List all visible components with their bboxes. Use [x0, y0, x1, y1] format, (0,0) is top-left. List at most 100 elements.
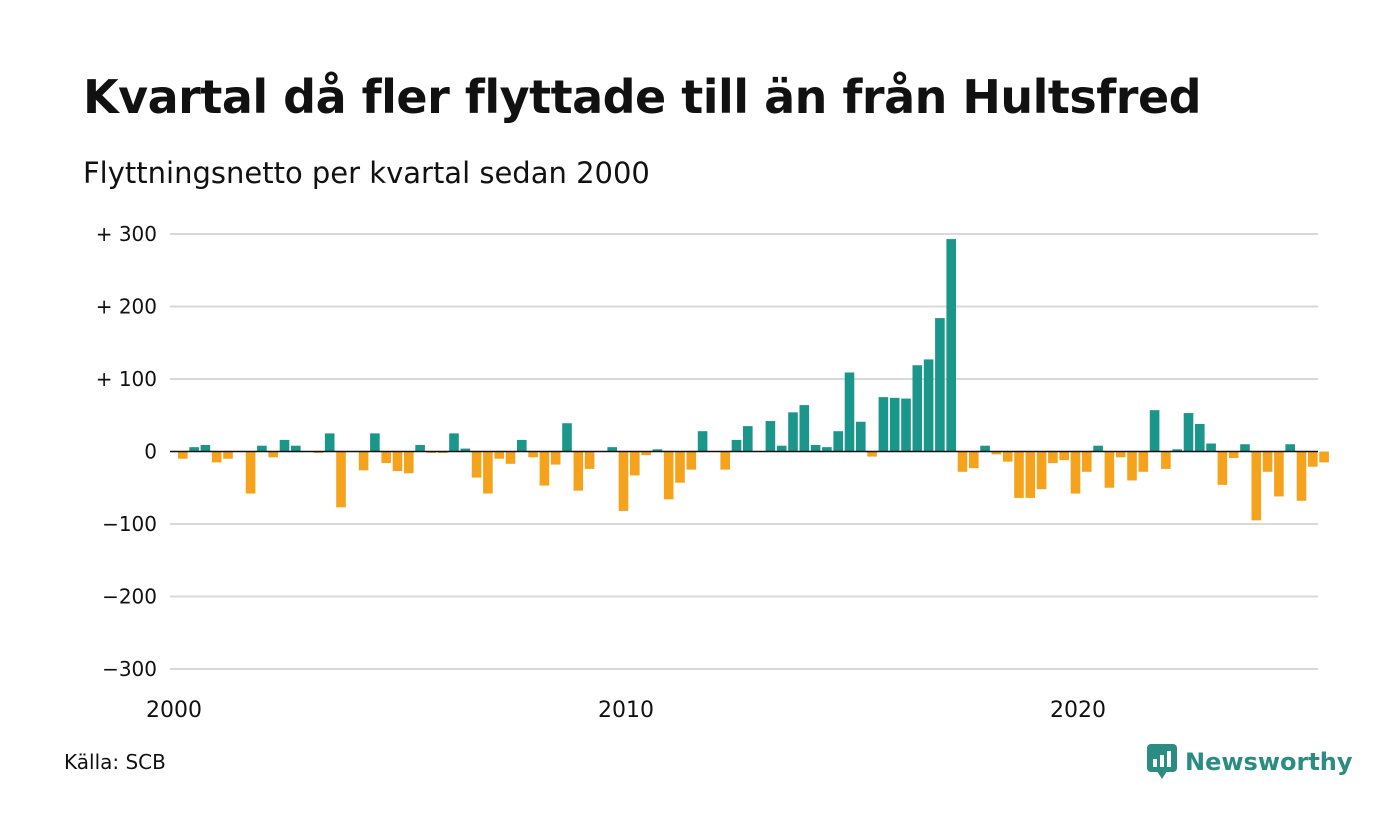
bar-q9: [268, 451, 278, 458]
y-tick-label: + 200: [96, 295, 157, 319]
y-tick-label: + 300: [96, 222, 157, 246]
bar-q32: [528, 451, 538, 458]
x-tick-label: 2000: [146, 698, 202, 723]
bar-q56: [799, 405, 810, 452]
brand-name: Newsworthy: [1185, 748, 1353, 776]
bar-q8: [257, 445, 267, 452]
bar-q50: [731, 439, 742, 452]
bar-q91: [1195, 423, 1205, 452]
bar-q99: [1285, 444, 1295, 452]
bar-q3: [200, 444, 211, 452]
bars: [178, 239, 1329, 521]
bar-q29: [494, 451, 504, 459]
bar-q4: [211, 451, 222, 463]
bar-q37: [584, 451, 595, 469]
gridlines: [170, 233, 1318, 670]
bar-q82: [1093, 445, 1103, 452]
bar-q55: [788, 412, 798, 452]
y-tick-label: −200: [102, 585, 157, 609]
bar-q36: [573, 451, 584, 491]
bar-q1: [178, 451, 188, 459]
bar-q31: [517, 439, 527, 452]
bar-q63: [878, 397, 889, 452]
bar-q92: [1206, 443, 1216, 452]
bar-q90: [1183, 413, 1194, 452]
bar-q76: [1025, 451, 1036, 498]
bar-q49: [720, 451, 730, 470]
y-tick-label: −300: [102, 657, 157, 681]
bar-q67: [923, 359, 934, 452]
bar-q47: [697, 431, 708, 452]
bar-q69: [946, 239, 956, 452]
bar-q61: [856, 421, 866, 452]
bar-q72: [980, 445, 990, 452]
bar-q59: [833, 431, 843, 452]
bar-q19: [381, 451, 391, 464]
source-note: Källa: SCB: [64, 750, 166, 774]
y-tick-label: + 100: [96, 367, 157, 391]
bar-q27: [471, 451, 482, 478]
x-axis-labels: 2000 2010 2020: [146, 698, 1106, 723]
bar-q2: [189, 447, 199, 452]
bar-q35: [562, 423, 572, 452]
brand-logo[interactable]: Newsworthy: [1147, 744, 1353, 780]
bar-q66: [912, 365, 923, 452]
bar-q25: [449, 433, 459, 452]
y-tick-label: 0: [144, 440, 157, 464]
bar-q34: [550, 451, 561, 465]
bar-q39: [607, 447, 617, 452]
bar-q83: [1104, 451, 1115, 488]
bar-q84: [1115, 451, 1126, 458]
x-tick-label: 2010: [598, 698, 654, 723]
bar-q57: [810, 444, 821, 452]
y-tick-label: −100: [102, 512, 157, 536]
bar-q53: [765, 421, 776, 452]
bar-q17: [358, 451, 369, 471]
bar-q80: [1070, 451, 1081, 494]
bar-q70: [957, 451, 968, 472]
bar-q15: [336, 451, 346, 508]
bar-q89: [1172, 449, 1182, 452]
bar-q71: [969, 451, 979, 469]
bar-q20: [392, 451, 403, 472]
bar-q102: [1319, 451, 1329, 463]
bar-q88: [1161, 451, 1171, 469]
bar-q93: [1217, 451, 1228, 485]
bar-q43: [652, 449, 663, 452]
bar-q33: [539, 451, 550, 486]
bar-q10: [279, 439, 290, 452]
bar-q95: [1240, 444, 1250, 452]
bar-q96: [1251, 451, 1262, 521]
bar-q86: [1138, 451, 1149, 472]
bar-q65: [901, 398, 911, 452]
bar-q18: [370, 433, 380, 452]
bar-q94: [1228, 451, 1239, 459]
bar-q30: [505, 451, 516, 464]
bar-q75: [1014, 451, 1024, 498]
bar-q45: [675, 451, 685, 483]
bar-q28: [483, 451, 493, 494]
bar-q42: [641, 451, 651, 456]
bar-q11: [291, 445, 301, 452]
bar-q58: [822, 447, 832, 452]
bar-q87: [1149, 410, 1160, 452]
bar-q73: [991, 451, 1002, 455]
bar-q44: [663, 451, 674, 500]
bar-q79: [1059, 451, 1069, 461]
bar-q5: [223, 451, 233, 459]
bar-q101: [1308, 451, 1318, 467]
bar-q100: [1296, 451, 1307, 501]
bar-q97: [1262, 451, 1273, 472]
bar-q64: [889, 397, 900, 452]
bar-q41: [630, 451, 640, 476]
bar-q21: [404, 451, 414, 474]
bar-q78: [1048, 451, 1058, 464]
chart-subtitle: Flyttningsnetto per kvartal sedan 2000: [83, 156, 650, 190]
bar-q46: [686, 451, 697, 470]
y-axis-labels: + 300 + 200 + 100 0 −100 −200 −300: [96, 222, 157, 681]
bar-q40: [618, 451, 629, 511]
bar-q54: [776, 445, 787, 452]
bar-q77: [1036, 451, 1047, 490]
bar-q51: [743, 426, 753, 452]
newsworthy-logo-icon: [1147, 744, 1177, 779]
